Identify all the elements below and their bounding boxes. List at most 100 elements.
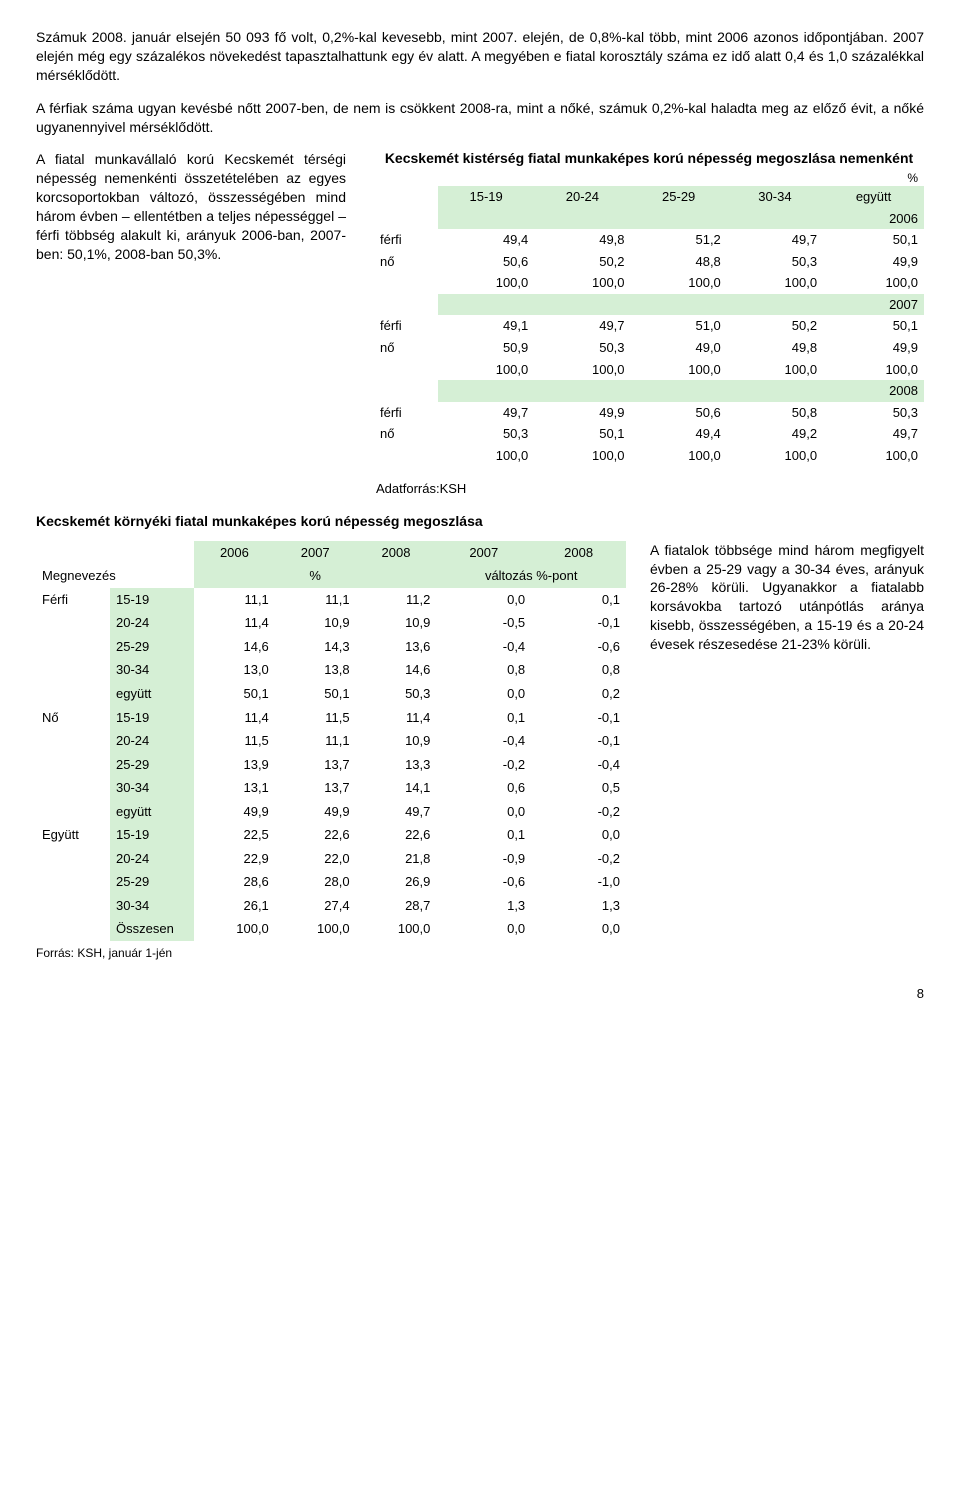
table1-cell: 50,3 <box>534 337 630 359</box>
table2-cell: -0,5 <box>436 611 531 635</box>
table2-cell: 11,4 <box>194 611 275 635</box>
table1-cell: 49,7 <box>727 229 823 251</box>
table2-cell: 0,1 <box>436 823 531 847</box>
table2-cell: -0,9 <box>436 847 531 871</box>
table2-age-label: 20-24 <box>110 611 194 635</box>
table2-cell: 0,0 <box>436 682 531 706</box>
table1-col-header: 25-29 <box>631 186 727 208</box>
table2-cell: 1,3 <box>531 894 626 918</box>
table2-cell: 11,1 <box>275 588 356 612</box>
table1-col-header: 15-19 <box>438 186 534 208</box>
table2-cell: 11,4 <box>356 706 437 730</box>
table1-cell: 100,0 <box>823 272 924 294</box>
table1-year: 2006 <box>438 208 924 230</box>
table2-cell: 49,9 <box>275 800 356 824</box>
page-number: 8 <box>36 985 924 1003</box>
table1-col-header: 30-34 <box>727 186 823 208</box>
table2-cell: 26,9 <box>356 870 437 894</box>
table2-age-label: együtt <box>110 800 194 824</box>
table1-cell: 100,0 <box>534 445 630 467</box>
table2-cell: 11,4 <box>194 706 275 730</box>
table1-cell: 50,6 <box>631 402 727 424</box>
table2-cell: -0,4 <box>531 753 626 777</box>
table1-cell: 49,4 <box>438 229 534 251</box>
table2-cell: 100,0 <box>194 917 275 941</box>
table2-cell: -0,1 <box>531 611 626 635</box>
table2-cell: 10,9 <box>356 611 437 635</box>
table2-year-header: 2006 <box>194 541 275 565</box>
right-column-para: A fiatalok többsége mind három megfigyel… <box>650 541 924 654</box>
table1: 15-1920-2425-2930-34együtt2006férfi49,44… <box>374 186 924 466</box>
table1-cell: 50,8 <box>727 402 823 424</box>
table1-cell: 100,0 <box>727 359 823 381</box>
table2-cell: -0,1 <box>531 729 626 753</box>
table2-cell: -0,2 <box>436 753 531 777</box>
table1-row-label: férfi <box>374 315 438 337</box>
table1-cell: 100,0 <box>631 272 727 294</box>
table1-cell: 50,3 <box>438 423 534 445</box>
table2-cell: 27,4 <box>275 894 356 918</box>
table2-cell: -1,0 <box>531 870 626 894</box>
table1-pct-label: % <box>374 170 924 186</box>
table2-cell: 22,9 <box>194 847 275 871</box>
table1-row-label: férfi <box>374 402 438 424</box>
table2-cell: 0,1 <box>531 588 626 612</box>
table2-cell: 0,0 <box>436 800 531 824</box>
table2: 20062007200820072008Megnevezés%változás … <box>36 541 626 941</box>
table2-cell: 14,1 <box>356 776 437 800</box>
table1-col-header: együtt <box>823 186 924 208</box>
table2-cell: 10,9 <box>275 611 356 635</box>
table2-cell: 21,8 <box>356 847 437 871</box>
table2-year-header: 2007 <box>275 541 356 565</box>
table2-age-label: 15-19 <box>110 706 194 730</box>
table1-cell: 100,0 <box>438 272 534 294</box>
table2-subheader: % <box>194 564 436 588</box>
table1-cell: 100,0 <box>438 359 534 381</box>
table2-cell: 0,0 <box>436 588 531 612</box>
table2-group-label: Nő <box>36 706 110 824</box>
source-label-1: Adatforrás:KSH <box>376 480 924 498</box>
table1-cell: 49,1 <box>438 315 534 337</box>
intro-para-2: A férfiak száma ugyan kevésbé nőtt 2007-… <box>36 99 924 137</box>
table1-cell: 48,8 <box>631 251 727 273</box>
table2-subheader: változás %-pont <box>436 564 626 588</box>
table2-cell: 13,9 <box>194 753 275 777</box>
table2-cell: 28,0 <box>275 870 356 894</box>
table2-cell: 13,7 <box>275 753 356 777</box>
table1-cell: 50,3 <box>727 251 823 273</box>
table2-cell: 22,6 <box>275 823 356 847</box>
intro-para-1: Számuk 2008. január elsején 50 093 fő vo… <box>36 28 924 85</box>
table1-cell: 49,9 <box>534 402 630 424</box>
table2-cell: -0,4 <box>436 635 531 659</box>
table1-col-header: 20-24 <box>534 186 630 208</box>
table2-cell: -0,1 <box>531 706 626 730</box>
table1-cell: 49,2 <box>727 423 823 445</box>
table1-cell: 49,7 <box>438 402 534 424</box>
table2-age-label: 30-34 <box>110 658 194 682</box>
table1-cell: 49,7 <box>823 423 924 445</box>
table2-group-label: Együtt <box>36 823 110 941</box>
table2-cell: 0,6 <box>436 776 531 800</box>
table1-cell: 100,0 <box>823 359 924 381</box>
table2-cell: 28,6 <box>194 870 275 894</box>
table1-cell: 49,8 <box>727 337 823 359</box>
table2-cell: 10,9 <box>356 729 437 753</box>
table2-cell: 1,3 <box>436 894 531 918</box>
table1-row-label: nő <box>374 337 438 359</box>
table2-cell: 100,0 <box>356 917 437 941</box>
table2-cell: 13,6 <box>356 635 437 659</box>
table1-cell: 100,0 <box>631 445 727 467</box>
table1-cell: 50,1 <box>823 229 924 251</box>
table1-cell: 49,7 <box>534 315 630 337</box>
table2-cell: 13,7 <box>275 776 356 800</box>
table2-age-label: 30-34 <box>110 776 194 800</box>
table1-cell: 49,4 <box>631 423 727 445</box>
table2-cell: 100,0 <box>275 917 356 941</box>
table1-cell: 50,1 <box>823 315 924 337</box>
table2-age-label: Összesen <box>110 917 194 941</box>
table2-cell: 0,5 <box>531 776 626 800</box>
table1-cell: 100,0 <box>438 445 534 467</box>
table2-cell: -0,2 <box>531 800 626 824</box>
table2-cell: 28,7 <box>356 894 437 918</box>
table2-megnevezes-label: Megnevezés <box>36 564 194 588</box>
